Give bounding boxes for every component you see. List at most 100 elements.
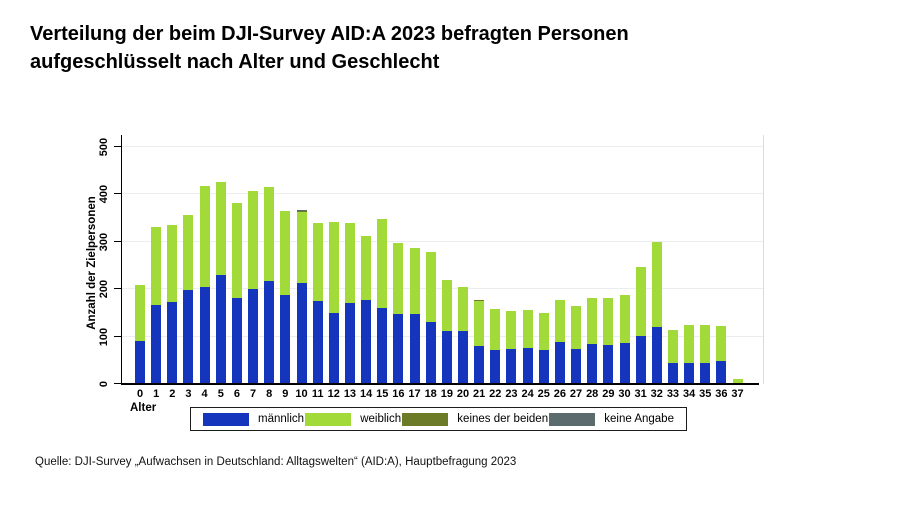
bar-age-21-segment-maennlich xyxy=(474,346,485,384)
bar-age-25-segment-weiblich xyxy=(538,312,549,351)
y-tick xyxy=(114,288,122,289)
bar-age-17-segment-weiblich xyxy=(409,247,420,315)
bar-age-4-segment-maennlich xyxy=(199,287,210,384)
bar-age-29-segment-maennlich xyxy=(603,344,614,384)
bar-age-2-segment-weiblich xyxy=(167,224,178,303)
bar-age-10-segment-keine-angabe xyxy=(296,209,307,211)
x-tick-label: 6 xyxy=(233,388,240,400)
bar-age-34-segment-weiblich xyxy=(684,325,695,363)
bar-age-16-segment-weiblich xyxy=(393,242,404,315)
x-tick-label: 27 xyxy=(569,388,583,400)
x-tick-label: 24 xyxy=(521,388,534,400)
legend-label-keines-der-beiden: keines der beiden xyxy=(457,413,549,425)
bar-age-31-segment-maennlich xyxy=(635,335,646,384)
x-tick-label: 21 xyxy=(473,388,486,400)
x-tick-label: 25 xyxy=(537,388,550,400)
bar-age-16-segment-maennlich xyxy=(393,314,404,384)
y-tick-label: 0 xyxy=(98,380,110,388)
x-axis xyxy=(121,383,759,385)
x-tick-label: 33 xyxy=(666,388,680,400)
x-tick-label: 0 xyxy=(136,388,144,400)
y-tick-label: 500 xyxy=(98,137,110,156)
legend-swatch-maennlich xyxy=(203,412,249,426)
legend-label-weiblich: weiblich xyxy=(360,413,402,425)
bar-age-33-segment-maennlich xyxy=(667,363,678,384)
x-tick-label: 26 xyxy=(553,388,567,400)
bar-age-12-segment-maennlich xyxy=(328,313,339,384)
x-tick-label: 34 xyxy=(682,388,696,400)
bar-age-22-segment-weiblich xyxy=(490,309,501,350)
bar-age-10-segment-weiblich xyxy=(296,211,307,284)
bar-age-21-segment-keines-der-beiden xyxy=(474,300,485,302)
bar-age-5-segment-weiblich xyxy=(215,181,226,275)
bar-age-9-segment-maennlich xyxy=(280,295,291,384)
x-tick-label: 7 xyxy=(249,388,257,400)
x-tick-label: 5 xyxy=(217,388,224,400)
y-tick xyxy=(114,145,122,147)
y-tick xyxy=(114,335,122,337)
bar-age-19-segment-weiblich xyxy=(441,280,452,332)
bar-age-20-segment-maennlich xyxy=(458,330,468,384)
legend-item-maennlich: männlich xyxy=(203,412,305,426)
plot-right-border xyxy=(763,135,764,384)
bar-age-0-segment-weiblich xyxy=(135,285,145,342)
gridline xyxy=(122,193,763,194)
bar-age-30-segment-maennlich xyxy=(619,342,630,384)
bar-age-30-segment-weiblich xyxy=(619,295,630,343)
bar-age-37-segment-weiblich xyxy=(732,379,743,383)
bar-age-0-segment-maennlich xyxy=(135,341,145,384)
bar-age-9-segment-weiblich xyxy=(280,211,291,296)
bar-age-3-segment-maennlich xyxy=(183,290,194,384)
bar-age-1-segment-maennlich xyxy=(151,304,162,384)
bar-age-28-segment-weiblich xyxy=(587,297,598,344)
bar-age-34-segment-maennlich xyxy=(684,362,695,384)
bar-age-27-segment-weiblich xyxy=(571,306,582,350)
plot-area xyxy=(122,135,763,384)
legend-swatch-keines-der-beiden xyxy=(402,412,449,426)
bar-age-13-segment-maennlich xyxy=(344,303,355,384)
bar-age-8-segment-maennlich xyxy=(264,280,275,384)
x-tick-label: 19 xyxy=(440,388,453,400)
x-tick-label: 18 xyxy=(424,388,437,400)
chart-title: Verteilung der beim DJI-Survey AID:A 202… xyxy=(30,20,629,76)
x-tick-label: 15 xyxy=(376,388,389,400)
bar-age-18-segment-maennlich xyxy=(425,322,436,384)
bar-age-8-segment-weiblich xyxy=(264,187,275,281)
x-tick-label: 12 xyxy=(327,388,340,400)
bar-age-13-segment-weiblich xyxy=(344,223,355,304)
y-tick-label: 200 xyxy=(98,279,110,299)
y-tick xyxy=(114,240,122,242)
x-tick-label: 22 xyxy=(489,388,502,400)
bar-age-14-segment-maennlich xyxy=(361,300,372,384)
y-tick xyxy=(114,383,122,384)
x-tick-label: 13 xyxy=(343,388,357,400)
x-tick-label: 31 xyxy=(634,388,647,400)
bar-age-18-segment-weiblich xyxy=(425,252,436,323)
bar-age-6-segment-maennlich xyxy=(231,297,242,384)
x-tick-label: 30 xyxy=(618,388,631,400)
bar-age-23-segment-maennlich xyxy=(506,348,517,384)
bar-age-6-segment-weiblich xyxy=(231,203,242,298)
bar-age-24-segment-weiblich xyxy=(522,310,533,348)
bar-age-31-segment-weiblich xyxy=(635,267,646,336)
bar-age-28-segment-maennlich xyxy=(587,343,598,384)
bar-age-14-segment-weiblich xyxy=(361,235,372,301)
x-tick-label: 17 xyxy=(408,388,421,400)
x-tick-label: 23 xyxy=(505,388,518,400)
x-tick-label: 10 xyxy=(295,388,308,400)
bar-age-26-segment-maennlich xyxy=(554,342,565,384)
bar-age-15-segment-weiblich xyxy=(377,218,388,308)
y-ticks xyxy=(114,135,122,384)
gridline xyxy=(122,240,763,242)
x-tick-label: 28 xyxy=(586,388,599,400)
bar-age-35-segment-weiblich xyxy=(700,324,711,363)
y-tick-label: 100 xyxy=(98,327,110,346)
bar-age-27-segment-maennlich xyxy=(571,349,582,384)
source-note: Quelle: DJI-Survey „Aufwachsen in Deutsc… xyxy=(35,456,517,468)
legend-item-keines-der-beiden: keines der beiden xyxy=(402,412,549,426)
legend-label-maennlich: männlich xyxy=(258,413,305,425)
x-tick-label: 36 xyxy=(715,388,728,400)
x-tick-label: 37 xyxy=(731,388,744,400)
bar-age-36-segment-weiblich xyxy=(716,326,727,362)
